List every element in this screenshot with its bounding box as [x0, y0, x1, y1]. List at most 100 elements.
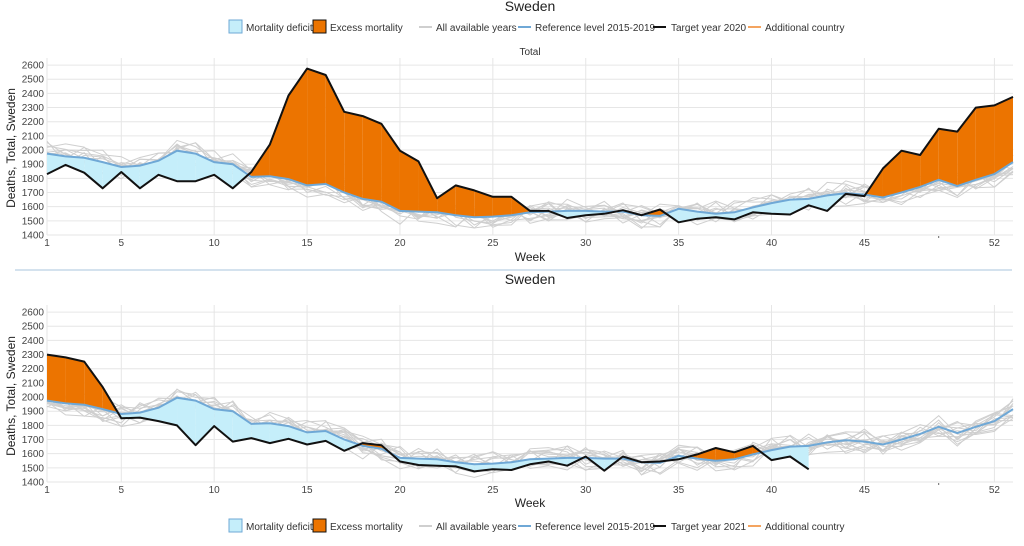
- x-tick-label: 30: [580, 238, 592, 249]
- all-years-line: [46, 388, 1014, 470]
- mortality-deficit-area: [790, 445, 809, 470]
- x-tick-label: 52: [989, 238, 1001, 249]
- y-tick-label: 2400: [22, 89, 45, 100]
- y-tick-label: 2100: [22, 378, 45, 389]
- legend-label-all-years: All available years: [436, 23, 517, 34]
- legend-item-excess[interactable]: Excess mortality: [312, 518, 403, 533]
- x-tick-label: 35: [673, 485, 685, 496]
- legend-label-excess: Excess mortality: [330, 23, 403, 34]
- y-axis-label: Deaths, Total, Sweden: [4, 336, 18, 456]
- legend-item-deficit[interactable]: Mortality deficit: [228, 19, 313, 34]
- mortality-deficit-area: [102, 162, 122, 189]
- y-tick-label: 2200: [22, 364, 45, 375]
- x-axis-label: Week: [515, 496, 546, 510]
- excess-mortality-area: [975, 105, 995, 180]
- legend-label-reference: Reference level 2015-2019: [535, 522, 656, 533]
- y-tick-label: 2600: [22, 308, 45, 319]
- legend-item-target[interactable]: Target year 2021: [653, 522, 746, 533]
- excess-mortality-area: [307, 68, 326, 186]
- mortality-deficit-area: [177, 150, 196, 182]
- legend-item-deficit[interactable]: Mortality deficit: [228, 518, 313, 533]
- excess-mortality-area: [882, 150, 902, 198]
- mortality-deficit-area: [84, 157, 103, 189]
- y-tick-label: 2000: [22, 146, 45, 157]
- x-tick-label: 15: [302, 238, 314, 249]
- legend-item-all-years[interactable]: All available years: [419, 23, 517, 34]
- mortality-deficit-area: [325, 431, 345, 451]
- x-axis-label: Week: [515, 250, 546, 264]
- x-tick-label: 25: [487, 238, 499, 249]
- excess-mortality-area: [344, 111, 363, 199]
- excess-mortality-area: [47, 354, 66, 404]
- y-tick-label: 1900: [22, 160, 45, 171]
- mortality-deficit-area: [195, 400, 215, 446]
- y-tick-label: 2500: [22, 322, 45, 333]
- x-tick-label: 35: [673, 238, 685, 249]
- x-tick-label: 20: [394, 485, 406, 496]
- mortality-deficit-area: [232, 411, 252, 442]
- excess-mortality-area: [920, 128, 939, 187]
- legend-item-reference[interactable]: Reference level 2015-2019: [518, 23, 656, 34]
- mortality-deficit-area: [808, 195, 828, 211]
- mortality-deficit-area: [790, 198, 809, 215]
- x-tick-label: 1: [44, 238, 50, 249]
- legend-label-reference: Reference level 2015-2019: [535, 23, 656, 34]
- legend-label-excess: Excess mortality: [330, 522, 403, 533]
- excess-mortality-area: [288, 68, 308, 186]
- excess-mortality-area: [455, 185, 475, 218]
- x-tick-label: 25: [487, 485, 499, 496]
- mortality-deficit-area: [437, 459, 456, 467]
- legend-item-target[interactable]: Target year 2020: [653, 23, 746, 34]
- x-tick-label: 30: [580, 485, 592, 496]
- excess-mortality-area: [437, 185, 456, 216]
- plot-area: 1400 1500 1600 1700 1800 1900 2000 2100 2200 2300…: [22, 305, 1014, 496]
- legend-label-additional: Additional country: [765, 23, 845, 34]
- legend-swatch-excess: [312, 518, 327, 533]
- x-tick-label: 1: [44, 485, 50, 496]
- mortality-deficit-area: [269, 423, 289, 444]
- y-tick-label: 1400: [22, 231, 45, 242]
- chart-title: Sweden: [505, 0, 556, 14]
- mortality-deficit-area: [232, 164, 249, 189]
- mortality-deficit-area: [666, 208, 679, 223]
- legend-item-additional[interactable]: Additional country: [748, 23, 845, 34]
- x-tick-label: 40: [766, 485, 778, 496]
- mortality-deficit-area: [771, 199, 791, 215]
- panel-subtitle: Total: [519, 47, 540, 58]
- y-tick-label: 2500: [22, 75, 45, 86]
- legend-item-reference[interactable]: Reference level 2015-2019: [518, 522, 656, 533]
- excess-mortality-area: [938, 128, 958, 187]
- excess-mortality-area: [269, 95, 289, 180]
- target-year-line: [46, 67, 1014, 224]
- legend-item-all-years[interactable]: All available years: [419, 522, 517, 533]
- excess-mortality-area: [734, 445, 753, 460]
- all-years-line: [46, 401, 1014, 469]
- mortality-deficit-area: [158, 397, 178, 426]
- mortality-deficit-area: [418, 458, 438, 466]
- excess-mortality-area: [697, 448, 716, 461]
- legend-item-excess[interactable]: Excess mortality: [312, 19, 403, 34]
- mortality-deficit-area: [47, 153, 66, 175]
- mortality-deficit-area: [567, 210, 586, 219]
- x-tick-label: 20: [394, 238, 406, 249]
- mortality-deficit-area: [214, 162, 233, 189]
- excess-mortality-area: [474, 190, 493, 218]
- excess-mortality-area: [901, 150, 921, 193]
- y-tick-label: 2100: [22, 131, 45, 142]
- mortality-deficit-area: [344, 439, 360, 451]
- mortality-deficit-area: [251, 423, 270, 444]
- legend-label-deficit: Mortality deficit: [246, 522, 313, 533]
- excess-mortality-area: [65, 357, 85, 405]
- y-tick-label: 1900: [22, 407, 45, 418]
- excess-mortality-area: [399, 150, 419, 212]
- excess-mortality-area: [994, 96, 1013, 175]
- excess-mortality-area: [418, 161, 438, 213]
- y-tick-label: 1500: [22, 216, 45, 227]
- legend-label-additional: Additional country: [765, 522, 845, 533]
- y-tick-label: 1600: [22, 202, 45, 213]
- mortality-deficit-area: [121, 165, 140, 189]
- x-tick-label: 45: [859, 485, 871, 496]
- legend-item-additional[interactable]: Additional country: [748, 522, 845, 533]
- legend: Mortality deficit Excess mortality All a…: [228, 518, 845, 533]
- excess-mortality-area: [362, 116, 382, 202]
